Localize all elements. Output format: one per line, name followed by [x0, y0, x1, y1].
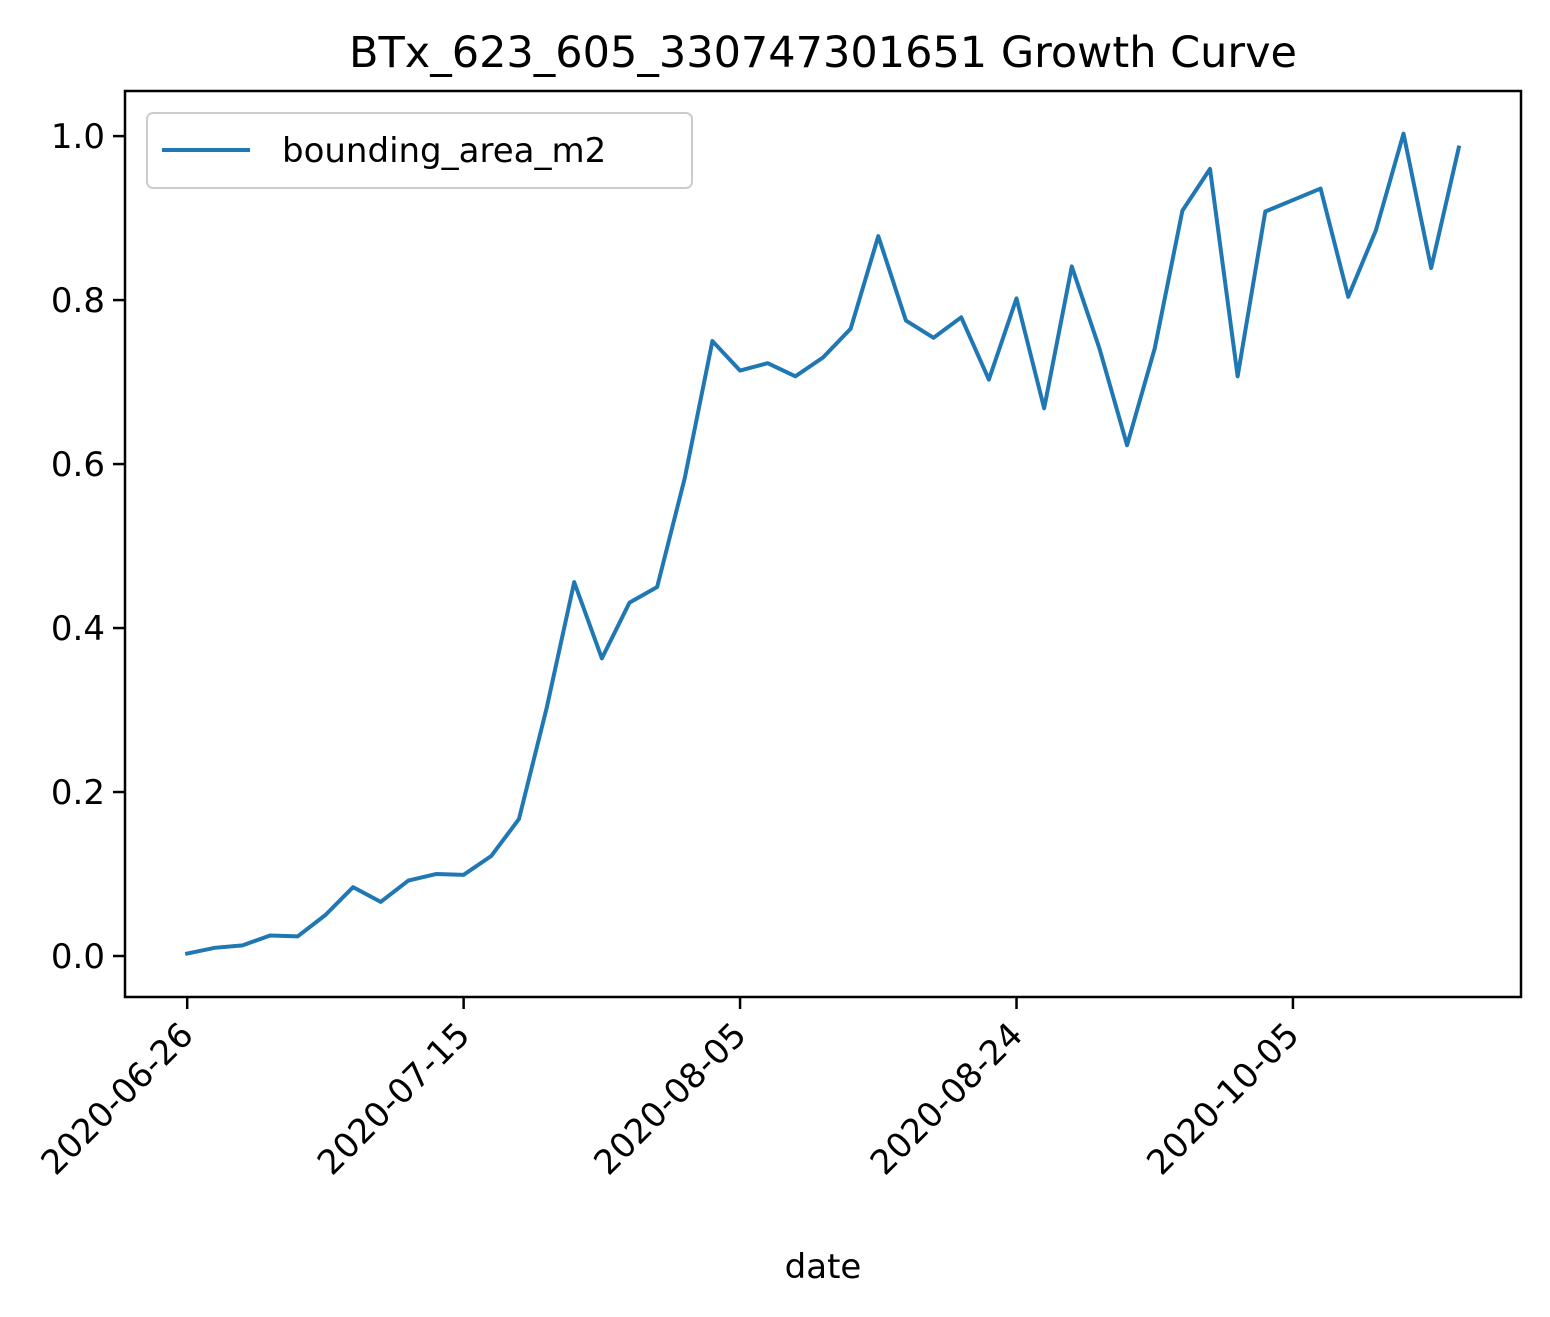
y-tick-label: 0.8 [51, 281, 105, 321]
x-tick-label: 2020-10-05 [1139, 1015, 1307, 1183]
x-axis-label: date [785, 1247, 862, 1287]
legend: bounding_area_m2 [146, 112, 693, 189]
x-tick-label: 2020-07-15 [310, 1015, 478, 1183]
y-tick-label: 0.0 [51, 937, 105, 977]
plot-frame [123, 89, 1523, 999]
plot-area [123, 89, 1523, 999]
y-tick-label: 0.6 [51, 445, 105, 485]
x-axis: 2020-06-26 2020-07-15 2020-08-05 2020-08-24… [34, 997, 1307, 1183]
x-tick-label: 2020-08-24 [863, 1015, 1031, 1183]
series-line-bounding_area_m2 [184, 131, 1462, 956]
chart-title: BTx_623_605_330747301651 Growth Curve [349, 28, 1297, 78]
legend-box [146, 112, 693, 189]
y-tick-label: 0.2 [51, 773, 105, 813]
y-tick-label: 1.0 [51, 117, 105, 157]
y-tick-label: 0.4 [51, 609, 105, 649]
x-tick-label: 2020-06-26 [34, 1015, 202, 1183]
y-axis: 0.0 0.2 0.4 0.6 0.8 1.0 [51, 117, 125, 977]
legend-label: bounding_area_m2 [282, 131, 606, 171]
x-tick-label: 2020-08-05 [586, 1015, 754, 1183]
